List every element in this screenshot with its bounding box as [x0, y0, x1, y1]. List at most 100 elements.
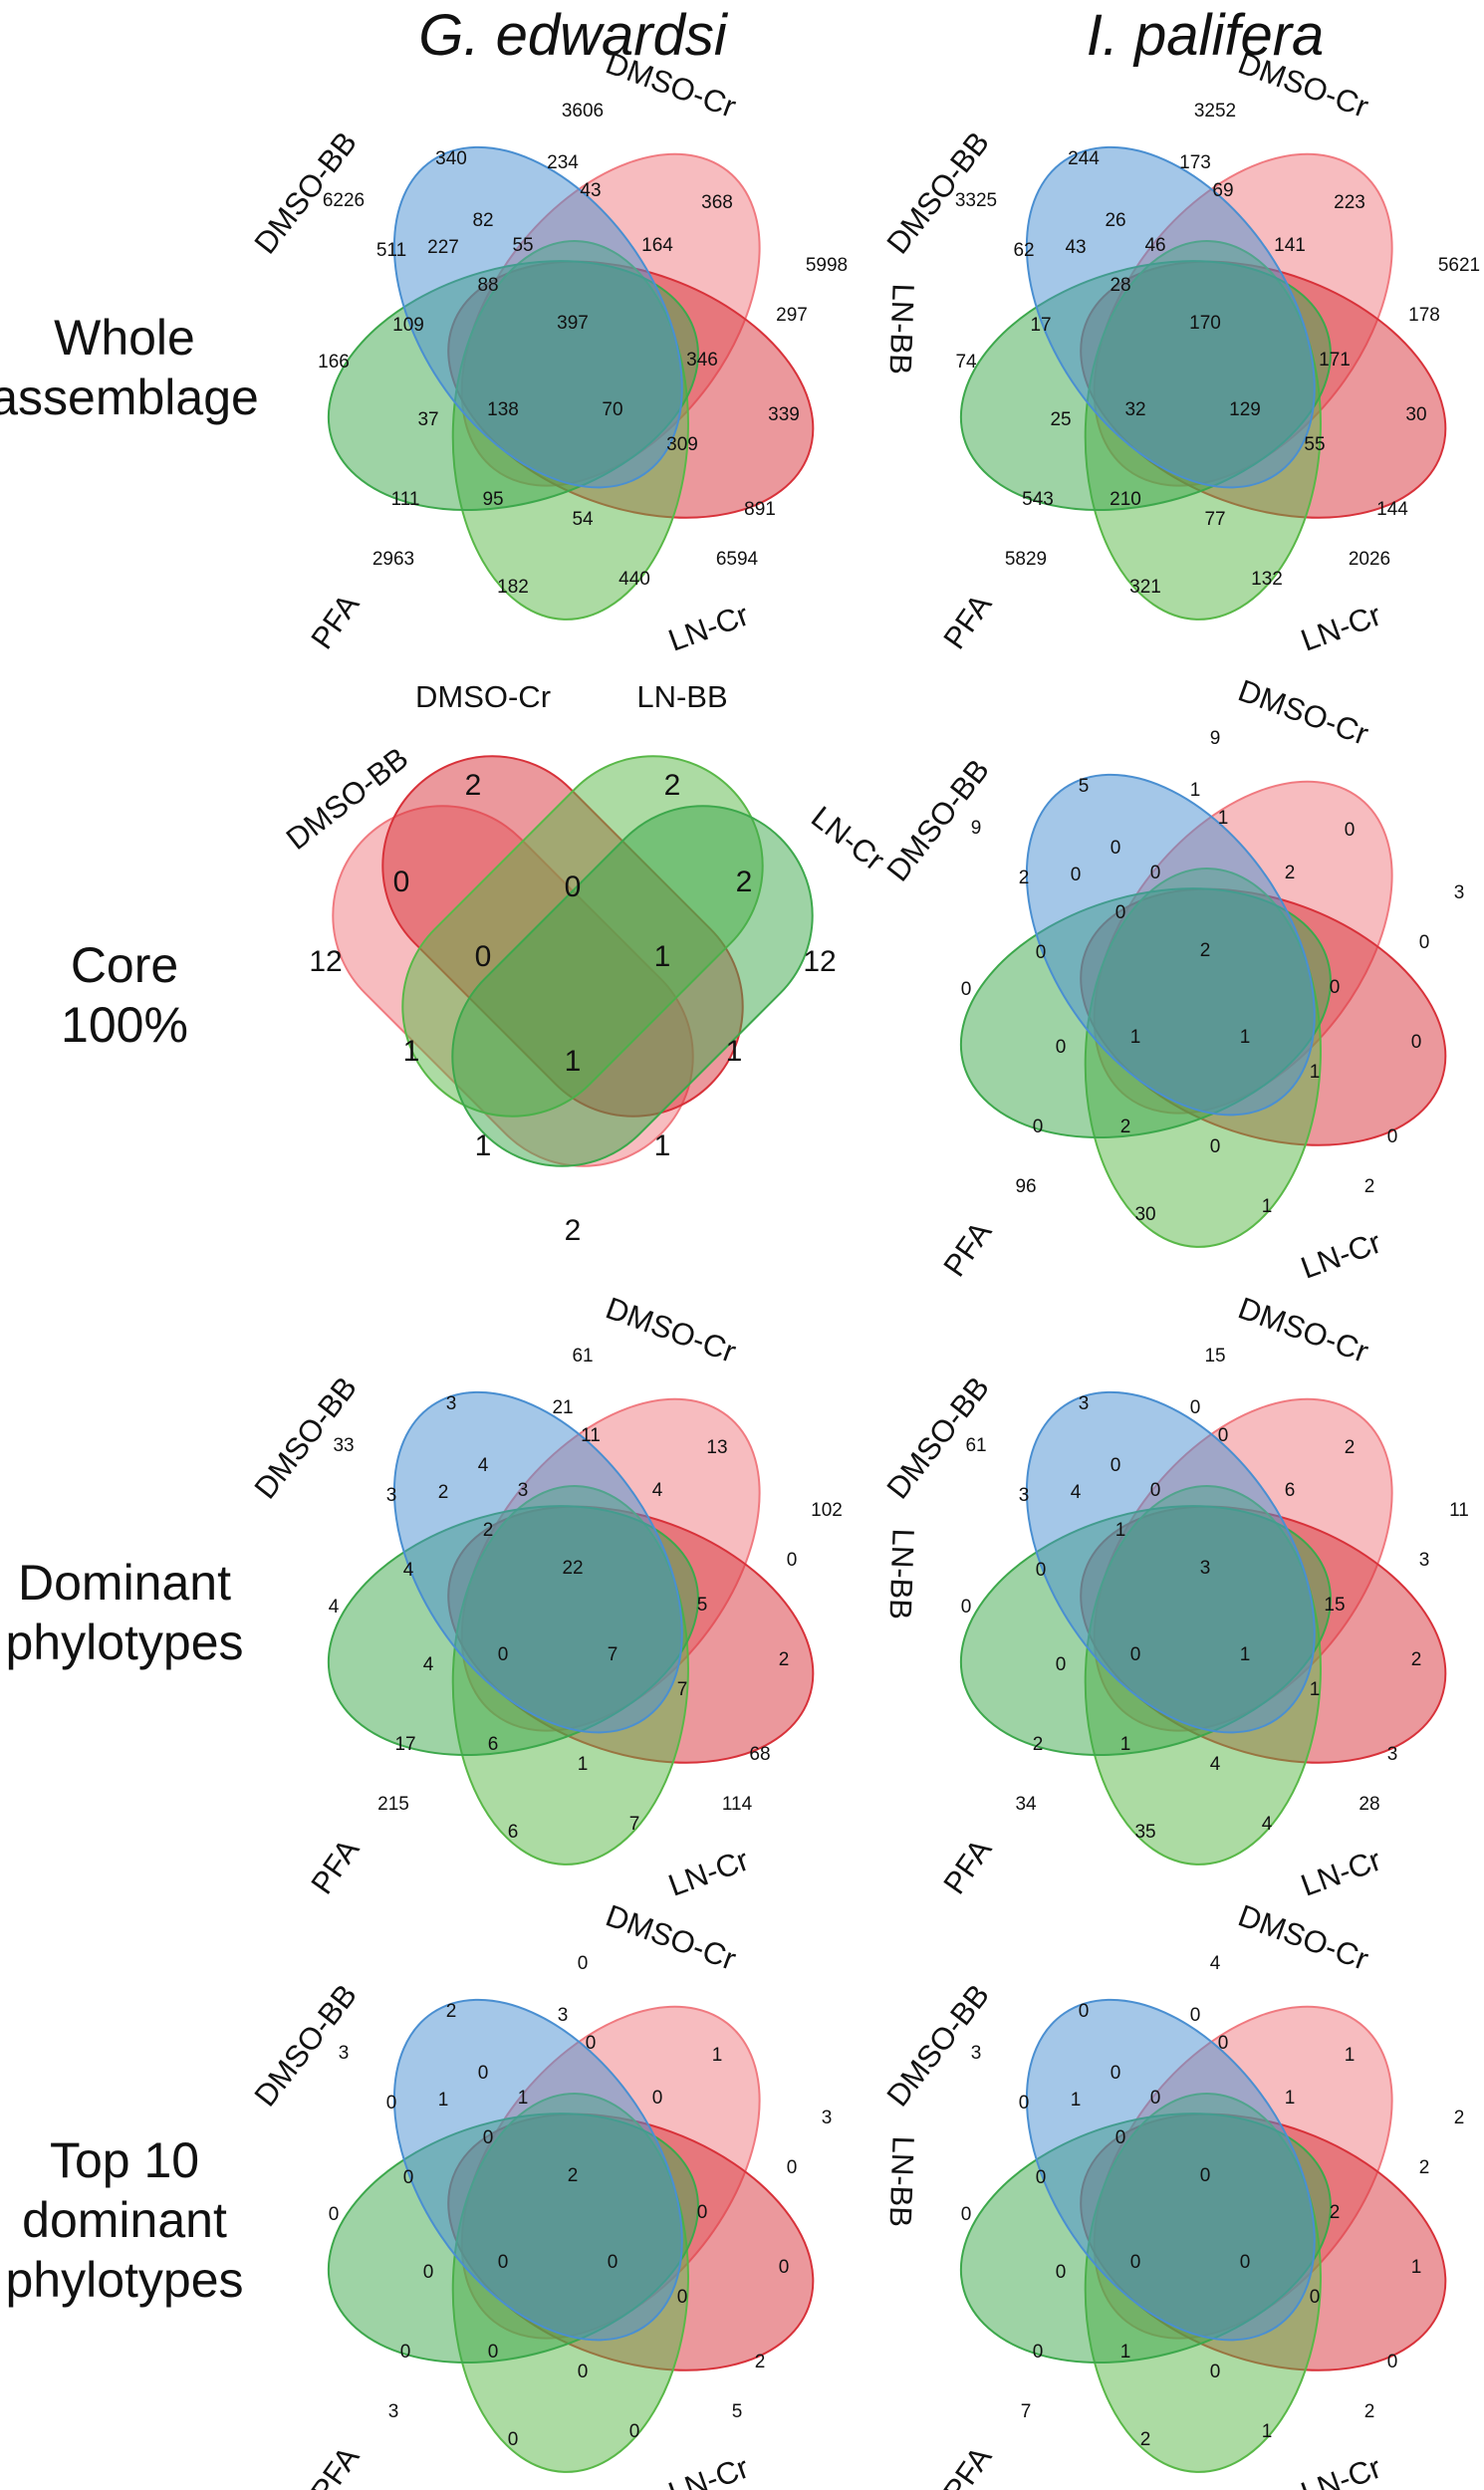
region-count: 1 — [518, 2088, 529, 2109]
row-label: Dominant — [18, 1555, 231, 1611]
region-count: 3 — [1387, 1744, 1398, 1765]
set-label: PFA — [936, 2440, 998, 2490]
region-count: 7 — [1021, 2401, 1032, 2422]
region-count: 1 — [1310, 1062, 1321, 1083]
set-region-pfa — [1025, 773, 1316, 1117]
region-count: 440 — [618, 569, 650, 590]
region-count: 2 — [736, 866, 753, 898]
region-count: 210 — [1110, 489, 1141, 510]
set-label: DMSO-Cr — [415, 679, 551, 714]
region-count: 244 — [1068, 148, 1100, 169]
region-count: 30 — [1405, 404, 1426, 425]
region-count: 46 — [1144, 235, 1165, 256]
row-label: phylotypes — [5, 2252, 243, 2308]
region-count: 17 — [1030, 315, 1051, 336]
region-count: 0 — [1036, 942, 1047, 963]
region-count: 12 — [309, 945, 342, 978]
region-count: 173 — [1179, 152, 1211, 173]
region-count: 0 — [498, 2252, 509, 2273]
region-count: 7 — [677, 1679, 688, 1700]
set-region-ln-cr — [451, 805, 814, 1167]
region-count: 2 — [1364, 1176, 1375, 1197]
region-count: 166 — [318, 352, 350, 373]
set-label: PFA — [936, 588, 998, 655]
region-count: 171 — [1319, 350, 1351, 371]
region-count: 2 — [779, 1649, 790, 1670]
region-count: 0 — [1190, 2005, 1201, 2026]
region-count: 102 — [811, 1500, 843, 1521]
region-count: 0 — [578, 1953, 589, 1974]
region-count: 182 — [497, 577, 529, 598]
region-count: 0 — [1218, 1425, 1229, 1446]
region-count: 1 — [1120, 2342, 1131, 2363]
region-count: 61 — [572, 1346, 593, 1367]
region-count: 0 — [1150, 1480, 1161, 1501]
set-label: LN-BB — [882, 2135, 920, 2227]
region-count: 7 — [629, 1814, 640, 1835]
venn-i-core: DMSO-BBDMSO-CrLN-BBLN-CrPFA9932965100001… — [879, 672, 1464, 1285]
region-count: 54 — [572, 509, 594, 530]
region-count: 11 — [1449, 1500, 1469, 1521]
region-count: 6 — [508, 1822, 519, 1843]
region-count: 1 — [1262, 2421, 1273, 2442]
region-count: 4 — [1210, 1754, 1221, 1775]
region-count: 0 — [1111, 838, 1121, 859]
region-count: 2 — [1019, 868, 1030, 888]
region-count: 6 — [488, 1734, 499, 1755]
region-count: 3 — [386, 1485, 397, 1506]
region-count: 15 — [1324, 1595, 1345, 1616]
region-count: 346 — [686, 350, 718, 371]
region-count: 1 — [578, 1754, 589, 1775]
region-count: 223 — [1334, 192, 1365, 213]
region-count: 0 — [652, 2088, 663, 2109]
region-count: 0 — [498, 1644, 509, 1665]
region-count: 2026 — [1349, 549, 1390, 570]
region-count: 1 — [1310, 1679, 1321, 1700]
region-count: 0 — [1419, 932, 1430, 953]
region-count: 1 — [1071, 2090, 1082, 2111]
region-count: 2 — [1419, 2157, 1430, 2178]
region-count: 28 — [1359, 1794, 1379, 1815]
region-count: 2 — [1120, 1117, 1131, 1137]
region-count: 0 — [508, 2429, 519, 2450]
set-label: PFA — [304, 1833, 366, 1900]
region-count: 5 — [697, 1595, 708, 1616]
region-count: 1 — [403, 1035, 420, 1068]
region-count: 7 — [608, 1644, 618, 1665]
region-count: 21 — [552, 1397, 573, 1418]
region-count: 69 — [1212, 180, 1233, 201]
region-count: 0 — [1210, 1136, 1221, 1157]
region-count: 0 — [1111, 1455, 1121, 1476]
region-count: 3 — [388, 2401, 399, 2422]
set-label: LN-BB — [636, 679, 727, 714]
region-count: 4 — [423, 1654, 434, 1675]
set-region-pfa — [1025, 1998, 1316, 2342]
region-count: 0 — [608, 2252, 618, 2273]
set-region-pfa — [1025, 145, 1316, 489]
region-count: 3252 — [1194, 101, 1236, 122]
region-count: 1 — [1240, 1027, 1251, 1048]
region-count: 6594 — [716, 549, 759, 570]
region-count: 340 — [435, 148, 467, 169]
region-count: 138 — [487, 399, 519, 420]
region-count: 0 — [1218, 2033, 1229, 2054]
region-count: 144 — [1376, 499, 1408, 520]
region-count: 4 — [403, 1560, 414, 1581]
region-count: 0 — [779, 2257, 790, 2278]
column-title: I. palifera — [1087, 3, 1325, 68]
region-count: 0 — [1130, 1644, 1141, 1665]
region-count: 62 — [1013, 240, 1034, 261]
region-count: 5621 — [1438, 255, 1480, 276]
region-count: 164 — [641, 235, 673, 256]
region-count: 141 — [1274, 235, 1306, 256]
region-count: 9 — [971, 818, 982, 839]
region-count: 309 — [666, 434, 698, 455]
region-count: 2 — [664, 769, 681, 802]
set-region-pfa — [1025, 1390, 1316, 1734]
region-count: 2 — [1140, 2429, 1151, 2450]
region-count: 0 — [1056, 2262, 1067, 2283]
region-count: 1 — [1285, 2088, 1296, 2109]
region-count: 1 — [1120, 1734, 1131, 1755]
region-count: 34 — [1015, 1794, 1037, 1815]
